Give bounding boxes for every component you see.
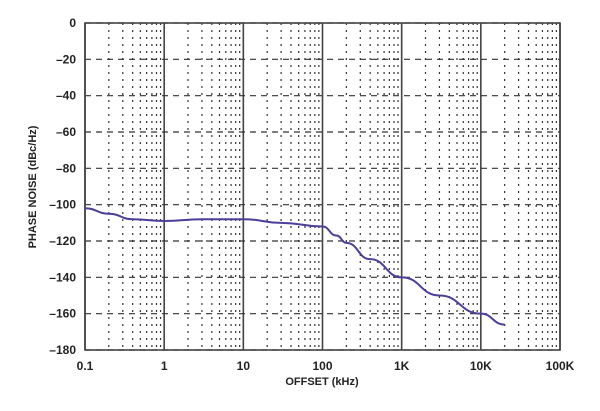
grid xyxy=(84,22,561,351)
y-tick-label: –100 xyxy=(49,198,76,212)
y-tick-label: –160 xyxy=(49,307,76,321)
x-tick-label: 100K xyxy=(546,359,575,373)
plot-frame xyxy=(84,22,561,351)
x-tick-label: 0.1 xyxy=(77,359,94,373)
x-axis-label: OFFSET (kHz) xyxy=(285,376,359,388)
x-tick-label: 10K xyxy=(470,359,492,373)
x-tick-labels: 0.1 1 10 100 1K 10K 100K xyxy=(77,359,575,373)
x-tick-label: 100 xyxy=(312,359,332,373)
x-tick-label: 1K xyxy=(394,359,410,373)
y-tick-label: –80 xyxy=(56,161,76,175)
y-tick-label: –20 xyxy=(56,52,76,66)
y-tick-label: –40 xyxy=(56,89,76,103)
y-axis-label: PHASE NOISE (dBc/Hz) xyxy=(27,125,39,248)
series-line xyxy=(84,207,505,326)
x-tick-label: 1 xyxy=(161,359,168,373)
y-tick-label: –120 xyxy=(49,234,76,248)
y-tick-labels: 0 –20 –40 –60 –80 –100 –120 –140 –160 –180 xyxy=(49,16,76,357)
x-tick-label: 10 xyxy=(237,359,251,373)
y-tick-label: 0 xyxy=(69,16,76,30)
y-tick-label: –60 xyxy=(56,125,76,139)
y-tick-label: –140 xyxy=(49,270,76,284)
y-tick-label: –180 xyxy=(49,343,76,357)
